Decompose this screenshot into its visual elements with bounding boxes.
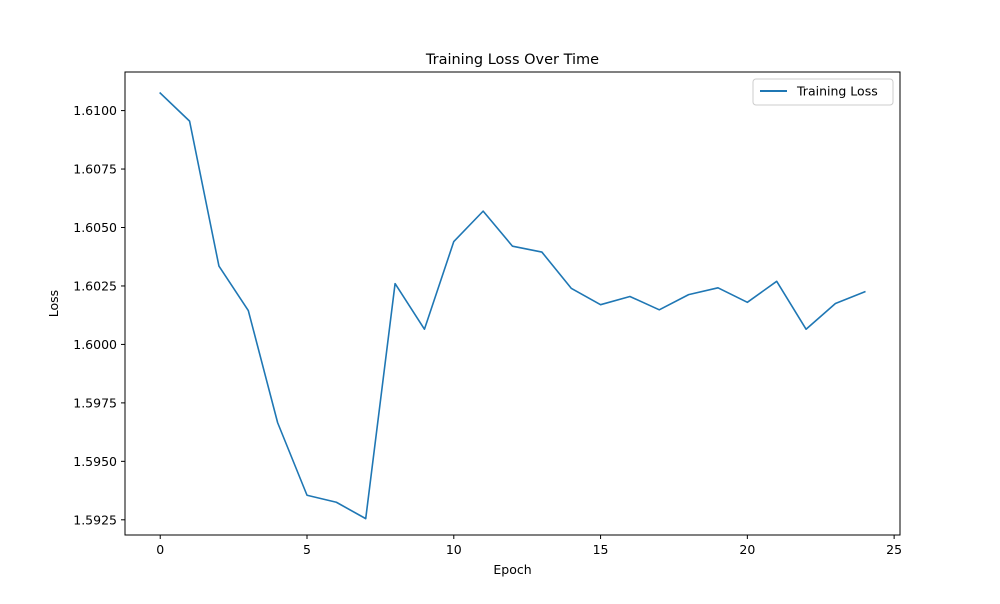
y-tick-label: 1.5925 <box>73 512 117 527</box>
x-tick-label: 0 <box>156 542 164 557</box>
plot-frame <box>124 71 901 536</box>
y-tick-label: 1.6050 <box>73 220 117 235</box>
y-axis: 1.5925 1.5950 1.5975 1.6000 1.6025 1.6050 1.60… <box>73 103 125 527</box>
x-axis: 0 5 10 15 20 25 <box>156 535 902 557</box>
y-tick-label: 1.6000 <box>73 337 117 352</box>
chart-title: Training Loss Over Time <box>425 52 599 68</box>
x-tick-label: 10 <box>446 542 462 557</box>
x-axis-label: Epoch <box>493 562 531 577</box>
y-tick-label: 1.5975 <box>73 395 117 410</box>
y-axis-label: Loss <box>46 290 61 317</box>
legend-box <box>752 78 894 106</box>
series-layer <box>159 91 866 520</box>
legend-label: Training Loss <box>796 84 878 99</box>
legend: Training Loss <box>752 78 894 106</box>
plot-area <box>124 71 901 536</box>
y-tick-label: 1.6100 <box>73 103 117 118</box>
x-tick-label: 5 <box>303 542 311 557</box>
x-tick-label: 15 <box>593 542 609 557</box>
x-tick-label: 25 <box>886 542 902 557</box>
series-line <box>159 91 866 520</box>
y-tick-label: 1.6025 <box>73 278 117 293</box>
y-tick-label: 1.6075 <box>73 162 117 177</box>
x-tick-label: 20 <box>739 542 755 557</box>
y-tick-label: 1.5950 <box>73 454 117 469</box>
